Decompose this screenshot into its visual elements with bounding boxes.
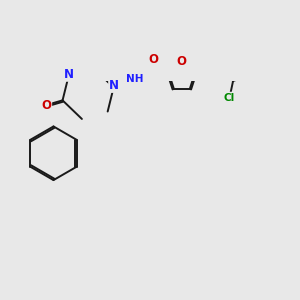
Text: O: O <box>148 52 158 66</box>
Text: N: N <box>64 68 74 81</box>
Text: N: N <box>109 79 119 92</box>
Text: O: O <box>41 99 51 112</box>
Text: O: O <box>177 55 187 68</box>
Text: NH: NH <box>126 74 143 84</box>
Text: Cl: Cl <box>224 93 235 103</box>
